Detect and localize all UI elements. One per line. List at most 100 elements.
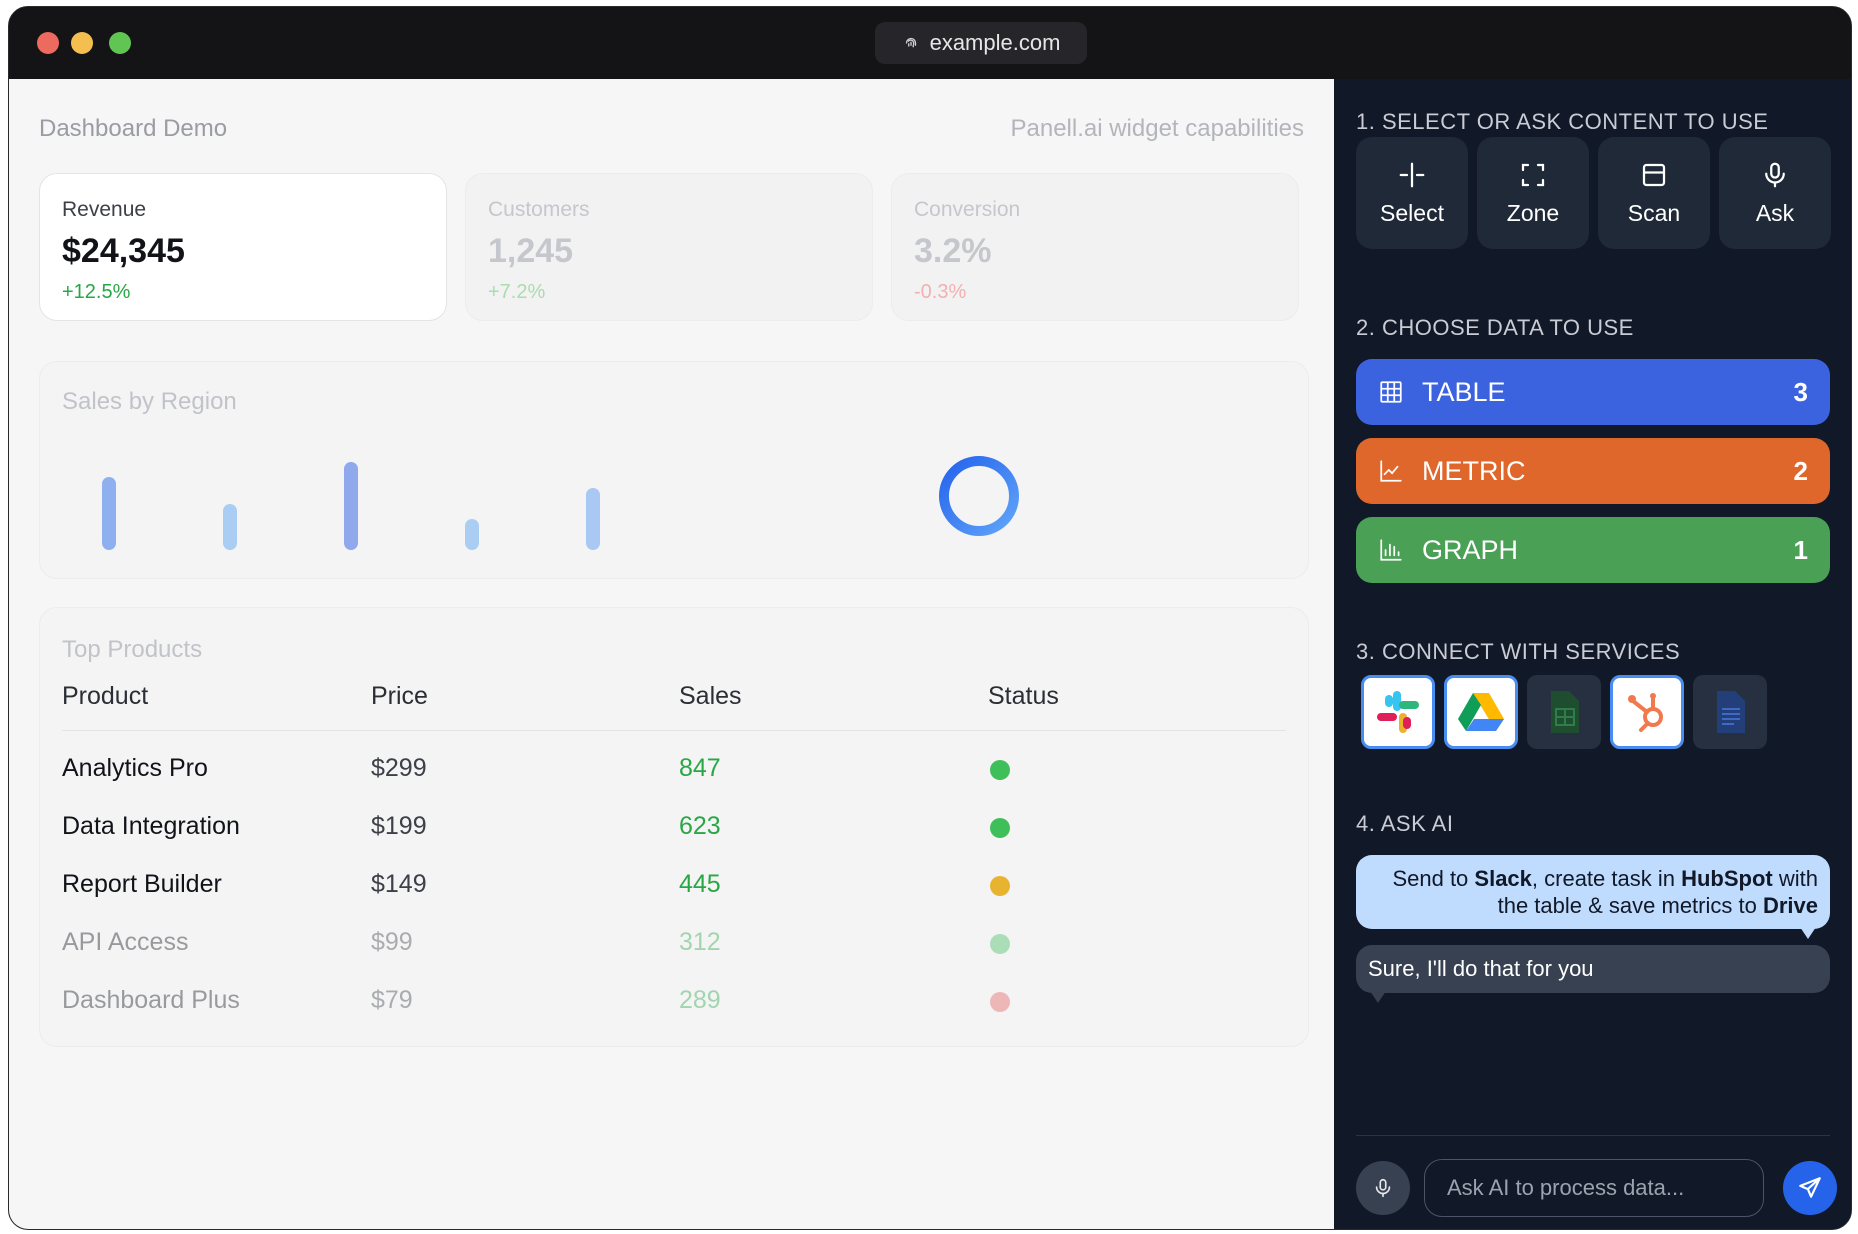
column-header-price: Price [371, 682, 428, 710]
tool-label: Select [1380, 199, 1444, 226]
data-type-label: GRAPH [1422, 534, 1519, 565]
zone-frame-icon [1521, 163, 1545, 186]
message-text: with the table & save metrics to [1497, 866, 1818, 918]
tool-label: Scan [1627, 199, 1681, 226]
status-dot [990, 760, 1010, 780]
select-tool-button[interactable]: Select [1356, 137, 1468, 249]
metric-chart-icon [1380, 460, 1402, 482]
metric-card-customers[interactable]: Customers 1,245 +7.2% [465, 173, 873, 321]
address-bar[interactable]: example.com [875, 22, 1087, 64]
top-products-panel: Top Products Product Price Sales Status … [39, 607, 1309, 1047]
metric-delta: -0.3% [914, 281, 967, 303]
donut-chart [939, 456, 1019, 536]
google-sheets-icon [1551, 691, 1579, 733]
minimize-window-button[interactable] [71, 32, 93, 54]
header-divider [62, 730, 1286, 731]
column-header-sales: Sales [679, 682, 742, 710]
metric-label: Customers [488, 198, 590, 221]
close-window-button[interactable] [37, 32, 59, 54]
metric-value: 1,245 [488, 232, 574, 270]
voice-input-button[interactable] [1356, 1161, 1410, 1215]
product-price: $79 [371, 986, 413, 1014]
table-row[interactable]: Data Integration $199 623 [40, 812, 1308, 852]
product-name: Analytics Pro [62, 754, 208, 782]
step-2-heading: 2. CHOOSE DATA TO USE [1356, 315, 1634, 340]
metric-label: Conversion [914, 198, 1021, 221]
data-type-count: 1 [1793, 534, 1808, 565]
metric-label: Revenue [62, 198, 147, 221]
slack-icon [1377, 691, 1419, 733]
step-1-heading: 1. SELECT OR ASK CONTENT TO USE [1356, 109, 1769, 134]
data-type-label: TABLE [1422, 376, 1506, 407]
hubspot-icon [1628, 693, 1663, 732]
message-bold-slack: Slack [1474, 866, 1532, 891]
tool-label: Zone [1506, 199, 1560, 226]
user-chat-message: Send to Slack, create task in HubSpot wi… [1356, 855, 1830, 939]
column-header-product: Product [62, 682, 149, 710]
title-bar: example.com [9, 7, 1851, 79]
dashboard-page: Dashboard Demo Panell.ai widget capabili… [9, 79, 1334, 1229]
product-sales: 312 [679, 928, 721, 956]
table-row[interactable]: API Access $99 312 [40, 928, 1308, 968]
sales-title: Sales by Region [62, 388, 237, 415]
status-dot [990, 876, 1010, 896]
google-docs-icon [1717, 691, 1745, 733]
page-subtitle: Panell.ai widget capabilities [1010, 115, 1304, 142]
slack-service-button[interactable] [1361, 675, 1435, 749]
product-name: Dashboard Plus [62, 986, 240, 1014]
send-icon [1799, 1177, 1821, 1198]
table-data-button[interactable]: TABLE 3 [1356, 359, 1830, 425]
scan-tool-button[interactable]: Scan [1598, 137, 1710, 249]
input-divider [1356, 1135, 1830, 1136]
message-bold-hubspot: HubSpot [1681, 866, 1773, 891]
message-bold-drive: Drive [1762, 893, 1818, 918]
metric-delta: +12.5% [62, 281, 131, 303]
fingerprint-icon [905, 37, 916, 48]
chart-bar [344, 462, 358, 550]
send-button[interactable] [1783, 1161, 1837, 1215]
product-price: $149 [371, 870, 427, 898]
ask-tool-button[interactable]: Ask [1719, 137, 1831, 249]
chart-bar [586, 488, 600, 550]
maximize-window-button[interactable] [109, 32, 131, 54]
metric-data-button[interactable]: METRIC 2 [1356, 438, 1830, 504]
scan-window-icon [1642, 163, 1666, 186]
product-sales: 623 [679, 812, 721, 840]
table-row[interactable]: Report Builder $149 445 [40, 870, 1308, 910]
metric-card-revenue[interactable]: Revenue $24,345 +12.5% [39, 173, 447, 321]
metric-card-conversion[interactable]: Conversion 3.2% -0.3% [891, 173, 1299, 321]
graph-data-button[interactable]: GRAPH 1 [1356, 517, 1830, 583]
message-text: , create task in [1531, 866, 1682, 891]
google-docs-service-button[interactable] [1693, 675, 1767, 749]
chart-bar [102, 477, 116, 550]
metric-delta: +7.2% [488, 281, 546, 303]
status-dot [990, 934, 1010, 954]
product-price: $299 [371, 754, 427, 782]
ask-ai-input[interactable] [1424, 1159, 1764, 1217]
zone-tool-button[interactable]: Zone [1477, 137, 1589, 249]
step-4-heading: 4. ASK AI [1356, 811, 1454, 836]
status-dot [990, 818, 1010, 838]
hubspot-service-button[interactable] [1610, 675, 1684, 749]
data-type-label: METRIC [1422, 455, 1526, 486]
sales-by-region-panel: Sales by Region [39, 361, 1309, 579]
table-row[interactable]: Analytics Pro $299 847 [40, 754, 1308, 794]
data-type-count: 2 [1793, 455, 1808, 486]
message-text: Send to [1392, 866, 1475, 891]
google-drive-service-button[interactable] [1444, 675, 1518, 749]
tool-label: Ask [1755, 199, 1795, 226]
google-drive-icon [1458, 693, 1504, 731]
status-dot [990, 992, 1010, 1012]
chart-bar [465, 519, 479, 550]
product-price: $199 [371, 812, 427, 840]
product-name: Data Integration [62, 812, 240, 840]
browser-window: example.com Dashboard Demo Panell.ai wid… [8, 6, 1852, 1230]
product-sales: 847 [679, 754, 721, 782]
metric-value: $24,345 [62, 232, 185, 270]
panell-sidebar: 1. SELECT OR ASK CONTENT TO USE Select Z… [1334, 79, 1851, 1229]
chart-bar [223, 503, 237, 550]
table-row[interactable]: Dashboard Plus $79 289 [40, 986, 1308, 1026]
google-sheets-service-button[interactable] [1527, 675, 1601, 749]
step-3-heading: 3. CONNECT WITH SERVICES [1356, 639, 1681, 664]
microphone-icon [1765, 162, 1785, 187]
